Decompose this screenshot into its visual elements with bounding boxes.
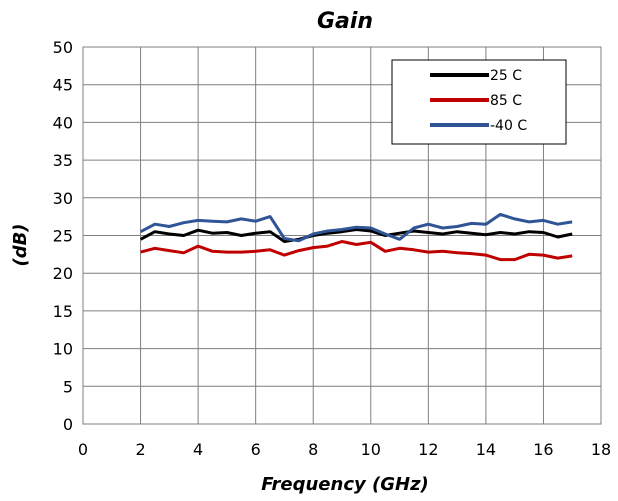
- legend-items: 25 C 85 C -40 C: [430, 68, 527, 134]
- legend-label: 25 C: [490, 68, 522, 84]
- y-tick-label: 15: [53, 302, 73, 321]
- series-lines: [139, 212, 573, 262]
- x-tick-label: 10: [361, 440, 381, 459]
- x-axis-title: Frequency (GHz): [261, 474, 429, 495]
- x-axis-ticks: 0 2 4 6 8 10 12 14 16 18: [78, 440, 611, 459]
- x-tick-label: 14: [476, 440, 496, 459]
- plot-area: [82, 46, 602, 425]
- legend: 25 C 85 C -40 C: [391, 59, 567, 145]
- x-tick-label: 16: [533, 440, 553, 459]
- y-tick-label: 50: [53, 38, 73, 57]
- x-tick-label: 12: [418, 440, 438, 459]
- x-tick-label: 6: [251, 440, 261, 459]
- y-tick-label: 0: [63, 415, 73, 434]
- x-tick-label: 18: [591, 440, 611, 459]
- y-tick-label: 40: [53, 113, 73, 132]
- x-tick-label: 4: [193, 440, 203, 459]
- y-tick-label: 45: [53, 76, 73, 95]
- y-axis-ticks: 0 5 10 15 20 25 30 35 40 45 50: [53, 38, 73, 434]
- series-line: [139, 212, 573, 243]
- y-tick-label: 25: [53, 227, 73, 246]
- y-tick-label: 35: [53, 151, 73, 170]
- y-tick-label: 20: [53, 264, 73, 283]
- x-tick-label: 8: [308, 440, 318, 459]
- series-line: [139, 228, 573, 243]
- x-tick-label: 2: [135, 440, 145, 459]
- legend-label: 85 C: [490, 93, 522, 109]
- x-tick-label: 0: [78, 440, 88, 459]
- legend-label: -40 C: [490, 118, 527, 134]
- y-tick-label: 10: [53, 340, 73, 359]
- y-tick-label: 30: [53, 189, 73, 208]
- y-axis-title: (dB): [10, 223, 31, 266]
- y-tick-label: 5: [63, 377, 73, 396]
- series-line: [140, 240, 573, 262]
- chart-title: Gain: [317, 9, 373, 34]
